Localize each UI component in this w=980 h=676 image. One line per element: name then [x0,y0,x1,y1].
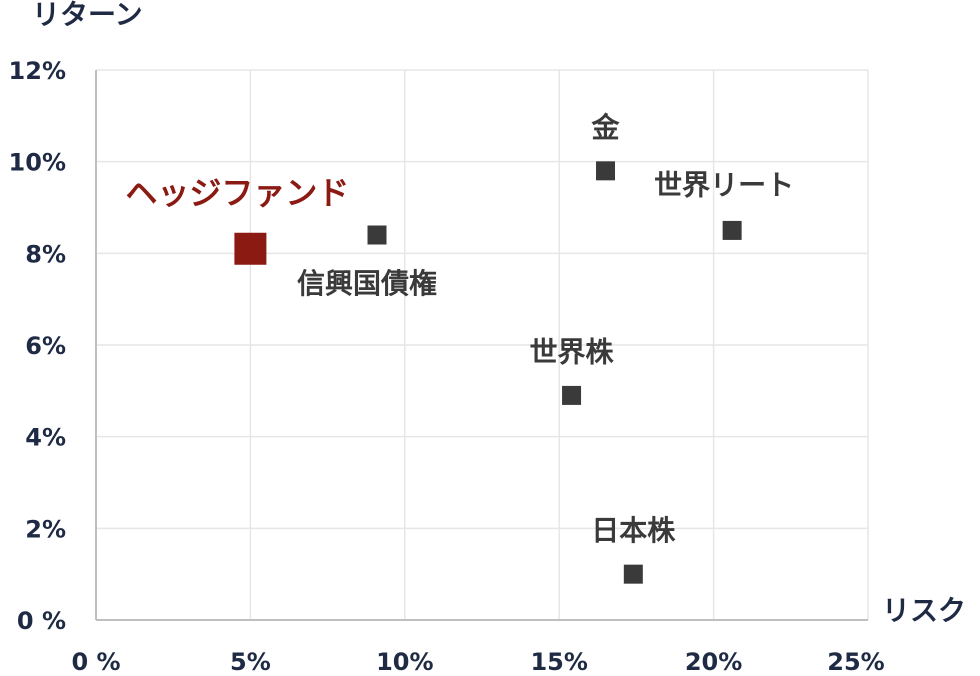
data-point-label: 日本株 [591,514,676,547]
data-point [596,161,616,181]
x-tick-label: 5% [230,648,271,676]
data-point-label: 世界株 [530,335,615,368]
data-points [234,161,742,584]
y-tick-label: 8% [25,240,66,268]
y-tick-label: 2% [25,515,66,543]
y-tick-label: 4% [25,424,66,452]
tick-labels: 0 % 2% 4% 6% 8% 10% 12% 0 % 5% 10% 15% 20% 25% [9,57,885,676]
data-point [562,385,582,405]
y-tick-label: 0 % [17,607,66,635]
data-point-label: ヘッジファンド [125,174,349,212]
axes [95,70,868,621]
x-tick-label: 10% [376,648,433,676]
y-axis-title: リターン [32,0,143,31]
x-tick-label: 25% [827,648,884,676]
data-point-highlight [234,232,267,265]
data-point-label: 信興国債権 [297,267,437,300]
y-tick-label: 6% [25,332,66,360]
y-tick-label: 12% [9,57,66,85]
data-point-label: 世界リート [654,168,794,201]
x-axis-title: リスク [882,594,966,627]
x-tick-label: 0 % [71,648,120,676]
x-tick-label: 20% [685,648,742,676]
data-point [367,225,387,245]
grid-lines [96,69,869,620]
y-tick-label: 10% [9,149,66,177]
x-tick-label: 15% [530,648,587,676]
data-point [623,564,643,584]
data-point-label: 金 [591,111,621,144]
data-point [722,220,742,240]
